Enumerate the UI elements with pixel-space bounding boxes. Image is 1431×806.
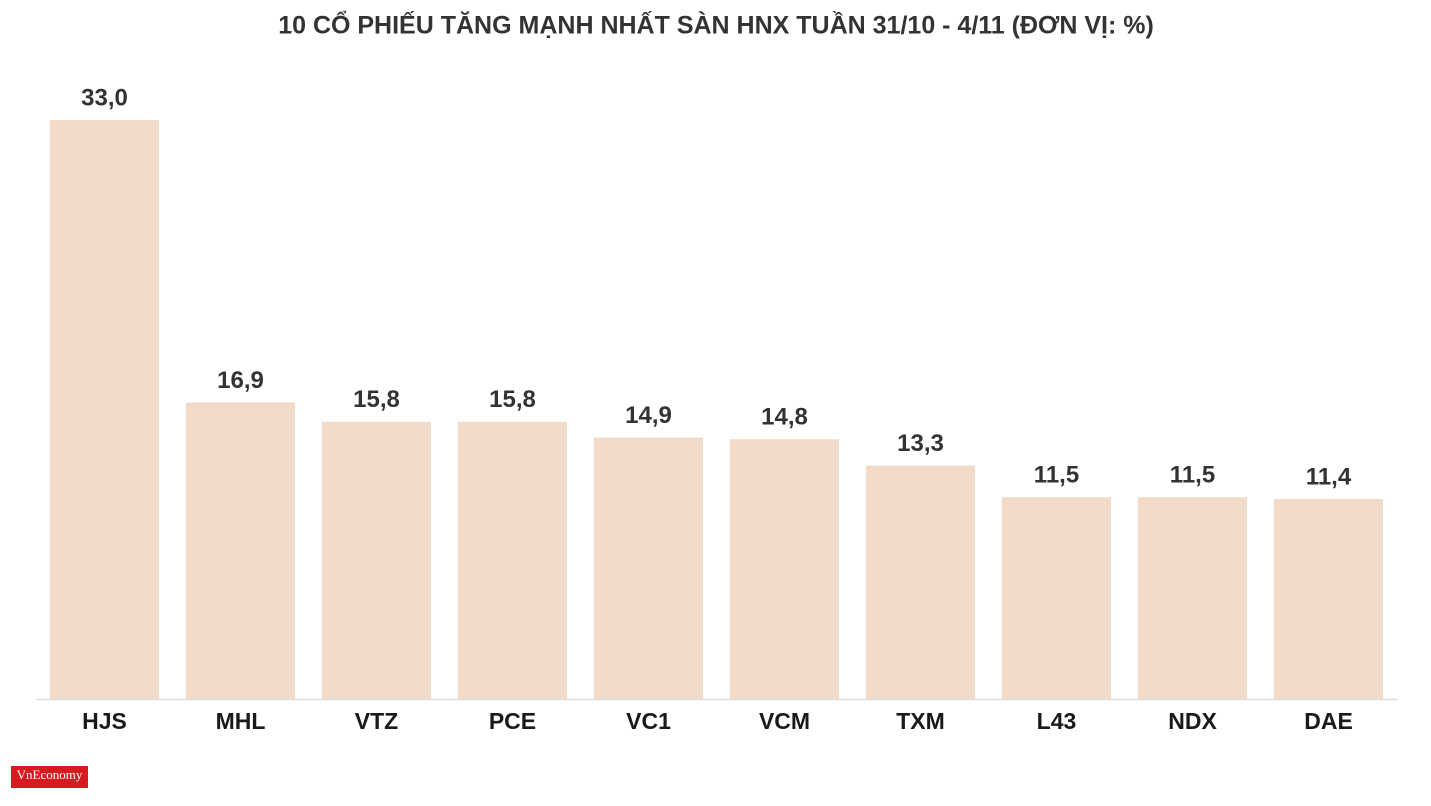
value-label: 14,9 xyxy=(625,402,672,429)
value-label: 14,8 xyxy=(761,404,808,431)
x-tick-label: PCE xyxy=(489,708,536,734)
bar xyxy=(594,437,703,699)
x-tick-label: VTZ xyxy=(355,708,398,734)
x-tick-label: MHL xyxy=(216,708,266,734)
value-label: 13,3 xyxy=(897,430,944,457)
bar xyxy=(1138,497,1247,699)
x-tick-label: HJS xyxy=(82,708,127,734)
value-label: 15,8 xyxy=(353,386,400,413)
x-tick-label: TXM xyxy=(896,708,945,734)
bar xyxy=(1002,497,1111,699)
value-label: 16,9 xyxy=(217,367,264,394)
x-tick-label: L43 xyxy=(1037,708,1077,734)
x-tick-label: VCM xyxy=(759,708,810,734)
x-tick-label: DAE xyxy=(1304,708,1353,734)
bar xyxy=(730,439,839,699)
chart-title: 10 CỔ PHIẾU TĂNG MẠNH NHẤT SÀN HNX TUẦN … xyxy=(278,10,1154,40)
logo: VnEconomy xyxy=(17,767,83,782)
value-label: 15,8 xyxy=(489,386,536,413)
bar xyxy=(322,421,431,699)
value-label: 11,5 xyxy=(1034,462,1079,489)
bar xyxy=(186,402,295,699)
bar xyxy=(1274,498,1383,699)
logo-box xyxy=(11,766,88,788)
x-tick-label: VC1 xyxy=(626,708,671,734)
x-tick-label: NDX xyxy=(1168,708,1217,734)
bar xyxy=(50,120,159,699)
value-label: 33,0 xyxy=(81,84,128,111)
value-label: 11,5 xyxy=(1170,462,1215,489)
bar xyxy=(458,421,567,699)
value-label: 11,4 xyxy=(1306,463,1352,490)
bar xyxy=(866,465,975,699)
